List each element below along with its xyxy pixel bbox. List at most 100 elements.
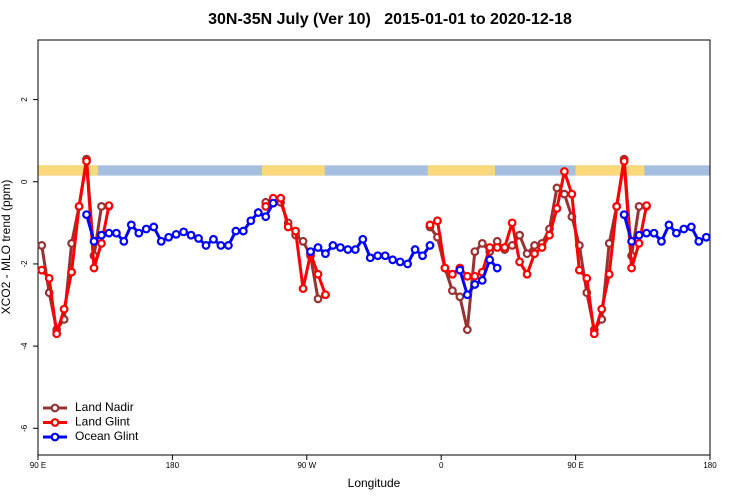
series-point xyxy=(462,325,472,335)
y-axis-label: XCO2 - MLO trend (ppm) xyxy=(0,180,13,315)
series-point xyxy=(477,238,487,248)
series-point xyxy=(589,329,599,339)
series-point xyxy=(276,193,286,203)
land-band xyxy=(427,165,495,176)
series-point xyxy=(179,227,189,237)
series-point xyxy=(336,243,345,252)
ocean-band xyxy=(38,165,710,176)
y-tick-label: -4 xyxy=(20,342,29,350)
series-point xyxy=(104,201,114,210)
series-point xyxy=(268,198,278,208)
y-tick-label: 0 xyxy=(20,179,29,184)
series-point xyxy=(701,232,711,242)
series-point xyxy=(515,257,524,267)
x-tick-label: 90 E xyxy=(567,461,583,470)
series-point xyxy=(141,224,151,234)
series-point xyxy=(634,230,644,240)
series-point xyxy=(89,236,99,246)
series-point xyxy=(216,241,226,250)
series-point xyxy=(238,226,248,236)
series-point xyxy=(492,243,502,252)
series-point xyxy=(194,234,203,243)
series-point xyxy=(410,245,420,254)
series-point xyxy=(522,269,532,279)
chart-title: 30N-35N July (Ver 10) 2015-01-01 to 2020… xyxy=(208,11,572,28)
series-point xyxy=(44,273,54,283)
series-point xyxy=(649,228,659,238)
series-point xyxy=(246,216,256,226)
series-point xyxy=(418,251,427,261)
series-point xyxy=(560,189,569,199)
series-point xyxy=(67,267,76,277)
series-point xyxy=(403,259,413,269)
series-point xyxy=(485,243,495,252)
series-point xyxy=(440,263,450,273)
series-point xyxy=(545,230,554,240)
series-point xyxy=(642,228,651,238)
series-point xyxy=(313,269,323,279)
legend-label: Ocean Glint xyxy=(75,429,139,443)
series-point xyxy=(283,222,293,232)
series-point xyxy=(462,290,472,300)
series-point xyxy=(253,208,263,217)
series-point xyxy=(470,280,480,289)
x-axis-label: Longitude xyxy=(348,476,401,490)
x-tick-label: 0 xyxy=(439,461,444,470)
legend-marker xyxy=(50,432,60,442)
series-point xyxy=(209,234,218,244)
series-point xyxy=(156,236,166,246)
series-point xyxy=(455,265,465,275)
series-point xyxy=(634,238,644,248)
series-point xyxy=(560,167,569,176)
series-point xyxy=(313,294,323,304)
series-point xyxy=(507,241,517,250)
series-point xyxy=(97,202,106,211)
series-point xyxy=(686,222,696,232)
x-tick-label: 180 xyxy=(166,461,180,470)
land-band xyxy=(262,165,325,176)
series-point xyxy=(634,202,644,211)
series-point xyxy=(261,202,271,211)
series-point xyxy=(477,275,487,285)
series-point xyxy=(470,247,480,257)
series-point xyxy=(567,189,577,199)
series-point xyxy=(642,201,651,210)
series-point xyxy=(298,236,308,246)
series-point xyxy=(395,257,405,267)
series-point xyxy=(462,271,472,281)
series-point xyxy=(261,212,271,222)
legend-marker xyxy=(50,418,60,427)
series-point xyxy=(485,255,495,265)
series-point xyxy=(619,210,629,220)
series-point xyxy=(298,284,308,293)
series-point xyxy=(37,241,47,250)
series-point xyxy=(82,210,91,220)
series-point xyxy=(321,249,330,259)
series-point xyxy=(672,228,681,238)
series-point xyxy=(425,241,435,250)
legend-label: Land Glint xyxy=(75,415,130,429)
series-point xyxy=(82,156,91,166)
y-tick-label: -6 xyxy=(20,424,29,432)
x-tick-label: 90 W xyxy=(297,461,316,470)
series-point xyxy=(492,263,502,273)
series-point xyxy=(604,269,614,279)
y-tick-label: -2 xyxy=(20,260,29,268)
series-point xyxy=(171,229,181,239)
series-point xyxy=(134,228,144,238)
series-point xyxy=(574,265,584,275)
series-point xyxy=(448,269,457,279)
x-tick-label: 90 E xyxy=(30,461,46,470)
land-band xyxy=(38,165,98,176)
series-point xyxy=(522,249,532,259)
series-point xyxy=(97,230,106,240)
series-point xyxy=(350,245,360,254)
series-point xyxy=(388,255,398,265)
series-point xyxy=(470,271,480,281)
series-point xyxy=(149,222,159,232)
series-point xyxy=(425,220,435,230)
series-point xyxy=(52,329,62,339)
series-point xyxy=(126,220,136,230)
